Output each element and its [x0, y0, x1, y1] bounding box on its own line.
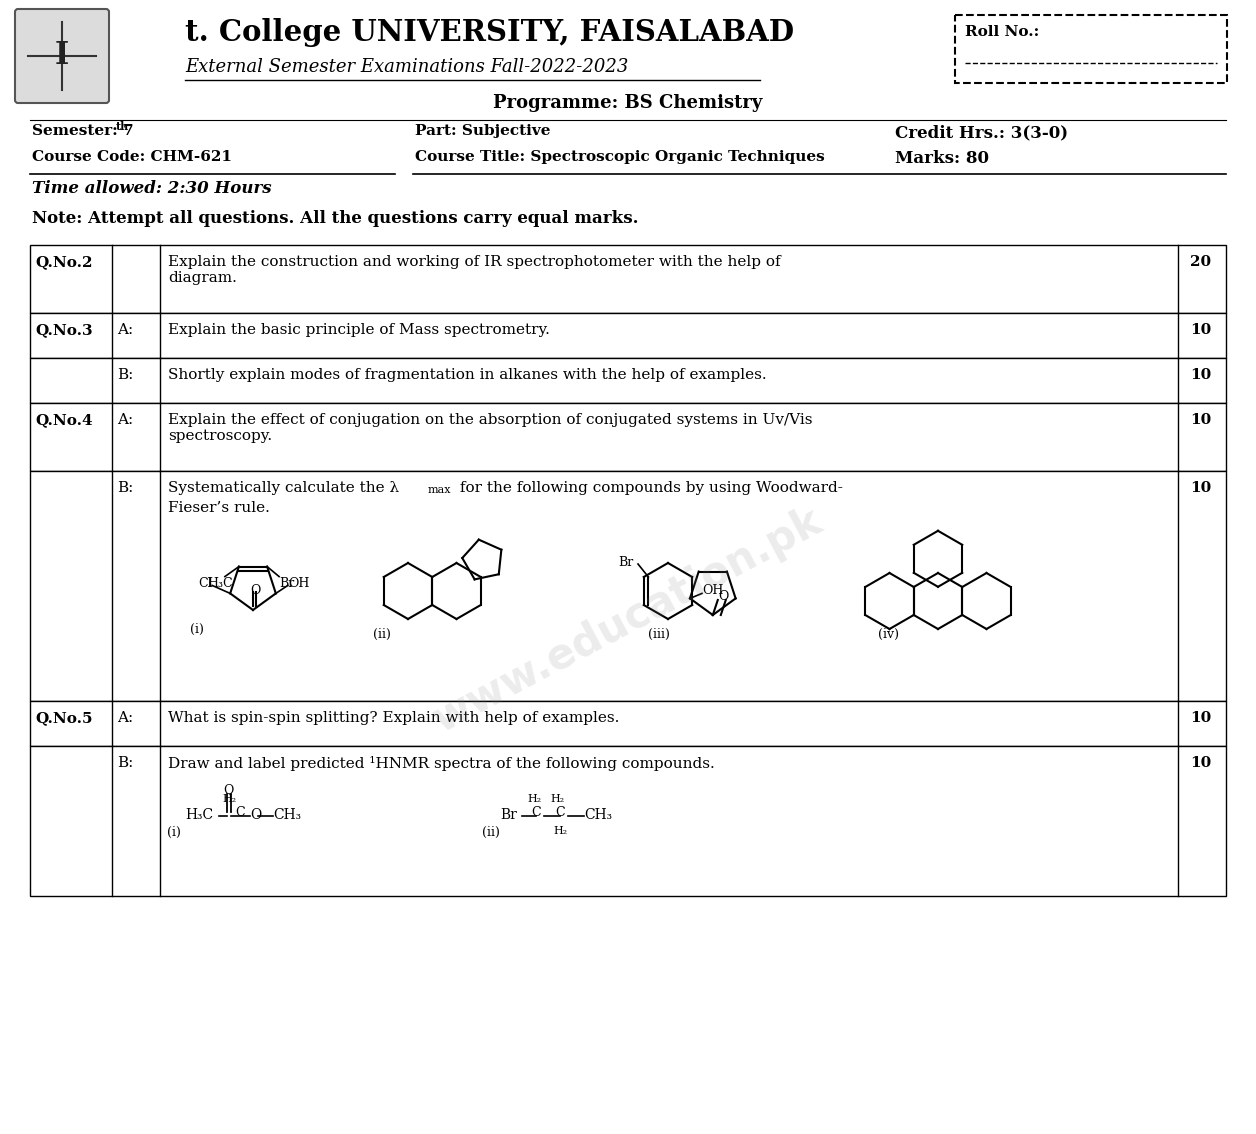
Text: Shortly explain modes of fragmentation in alkanes with the help of examples.: Shortly explain modes of fragmentation i… [168, 369, 766, 382]
Text: H₂: H₂ [528, 794, 541, 804]
Text: H₂: H₂ [222, 794, 236, 804]
Text: Time allowed: 2:30 Hours: Time allowed: 2:30 Hours [31, 180, 271, 197]
Text: Explain the effect of conjugation on the absorption of conjugated systems in Uv/: Explain the effect of conjugation on the… [168, 413, 813, 443]
FancyBboxPatch shape [15, 9, 109, 103]
Text: Course Title: Spectroscopic Organic Techniques: Course Title: Spectroscopic Organic Tech… [414, 150, 825, 164]
Text: H₂: H₂ [553, 826, 566, 836]
Text: max: max [428, 485, 451, 496]
Text: 10: 10 [1189, 756, 1211, 770]
Text: 20: 20 [1189, 255, 1211, 269]
Bar [30, 313, 1226, 358]
Text: External Semester Examinations Fall-2022-2023: External Semester Examinations Fall-2022… [185, 58, 628, 76]
Text: th: th [116, 121, 129, 132]
Text: t. College UNIVERSITY, FAISALABAD: t. College UNIVERSITY, FAISALABAD [185, 18, 794, 46]
Text: H₂: H₂ [550, 794, 564, 804]
Text: A:: A: [117, 711, 133, 725]
Text: Credit Hrs.: 3(3-0): Credit Hrs.: 3(3-0) [896, 124, 1068, 141]
Text: H₃C: H₃C [207, 576, 232, 590]
Text: Q.No.5: Q.No.5 [35, 711, 93, 725]
Text: 10: 10 [1189, 481, 1211, 496]
Text: O: O [224, 784, 234, 797]
Text: (iv): (iv) [878, 628, 899, 641]
Bar [955, 15, 1227, 83]
Text: Systematically calculate the λ: Systematically calculate the λ [168, 481, 399, 496]
Text: A:: A: [117, 413, 133, 428]
Text: Explain the construction and working of IR spectrophotometer with the help of
di: Explain the construction and working of … [168, 255, 781, 285]
Text: OH: OH [702, 584, 723, 598]
Text: CH₃: CH₃ [273, 809, 301, 822]
Text: Br: Br [618, 556, 633, 569]
Text: 10: 10 [1189, 323, 1211, 337]
Text: Marks: 80: Marks: 80 [896, 150, 988, 167]
Bar [30, 471, 1226, 701]
Text: B:: B: [117, 369, 133, 382]
Text: Programme: BS Chemistry: Programme: BS Chemistry [494, 94, 762, 112]
Text: Course Code: CHM-621: Course Code: CHM-621 [31, 150, 232, 164]
Text: Br: Br [279, 576, 294, 590]
Text: Cl: Cl [198, 577, 212, 591]
Text: Q.No.3: Q.No.3 [35, 323, 93, 337]
Text: (iii): (iii) [648, 628, 669, 641]
Bar [30, 701, 1226, 746]
Text: O: O [250, 809, 261, 822]
Text: Q.No.4: Q.No.4 [35, 413, 93, 428]
Bar [30, 358, 1226, 403]
Text: Explain the basic principle of Mass spectrometry.: Explain the basic principle of Mass spec… [168, 323, 550, 337]
Text: Part: Subjective: Part: Subjective [414, 124, 550, 138]
Text: B:: B: [117, 756, 133, 770]
Text: (i): (i) [190, 623, 203, 636]
Text: B:: B: [117, 481, 133, 496]
Text: 10: 10 [1189, 369, 1211, 382]
Text: A:: A: [117, 323, 133, 337]
Text: Q.No.2: Q.No.2 [35, 255, 93, 269]
Text: Note: Attempt all questions. All the questions carry equal marks.: Note: Attempt all questions. All the que… [31, 210, 638, 227]
Text: Draw and label predicted ¹HNMR spectra of the following compounds.: Draw and label predicted ¹HNMR spectra o… [168, 756, 715, 771]
Text: Semester: 7: Semester: 7 [31, 124, 133, 138]
Text: OH: OH [288, 577, 309, 591]
Text: 10: 10 [1189, 413, 1211, 428]
Text: C: C [531, 806, 541, 819]
Text: Br: Br [500, 809, 517, 822]
Text: C: C [235, 806, 245, 819]
Text: www.education.pk: www.education.pk [426, 499, 830, 741]
Text: What is spin-spin splitting? Explain with help of examples.: What is spin-spin splitting? Explain wit… [168, 711, 619, 725]
Text: H₃C: H₃C [185, 809, 214, 822]
Bar [30, 403, 1226, 471]
Text: (i): (i) [167, 826, 181, 839]
Text: O: O [717, 590, 728, 603]
Text: (ii): (ii) [482, 826, 500, 839]
Text: CH₃: CH₃ [584, 809, 612, 822]
Text: 10: 10 [1189, 711, 1211, 725]
Text: C: C [555, 806, 565, 819]
Text: I: I [55, 41, 69, 71]
Text: (ii): (ii) [373, 628, 391, 641]
Text: for the following compounds by using Woodward-: for the following compounds by using Woo… [455, 481, 843, 496]
Bar [30, 746, 1226, 896]
Text: Roll No.:: Roll No.: [965, 25, 1039, 39]
Text: O: O [250, 584, 260, 596]
Text: Fieser’s rule.: Fieser’s rule. [168, 501, 270, 515]
Bar [30, 245, 1226, 313]
